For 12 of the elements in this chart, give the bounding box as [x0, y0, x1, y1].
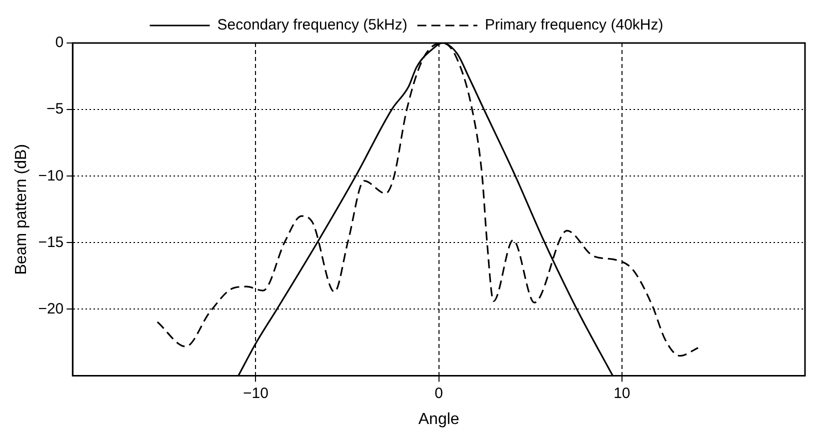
x-tick-label: 0: [434, 384, 443, 402]
y-tick-label: −5: [46, 100, 64, 118]
y-tick-label: −15: [38, 234, 64, 251]
legend-label: Secondary frequency (5kHz): [217, 16, 408, 34]
x-tick-label: 10: [614, 384, 630, 402]
y-axis-title: Beam pattern (dB): [13, 144, 30, 275]
x-tick-label: −10: [243, 384, 268, 402]
x-axis-title: Angle: [418, 410, 460, 428]
y-tick-label: 0: [55, 34, 64, 52]
y-tick-label: −10: [38, 167, 64, 184]
y-tick-label: −20: [38, 300, 64, 318]
legend-label: Primary frequency (40kHz): [484, 16, 664, 34]
